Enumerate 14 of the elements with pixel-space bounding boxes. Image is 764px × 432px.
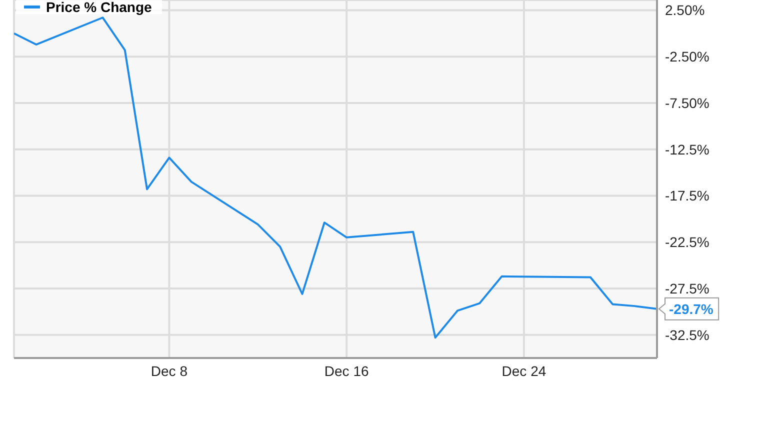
y-tick-label: -12.5% <box>665 141 710 158</box>
y-tick-label: -22.5% <box>665 234 710 250</box>
x-tick-label: Dec 16 <box>324 362 369 379</box>
y-tick-label: -27.5% <box>665 280 710 296</box>
y-tick-label: -2.50% <box>665 48 710 65</box>
legend-label: Price % Change <box>46 0 152 15</box>
line-series <box>14 16 657 339</box>
data-label: -29.7% <box>669 300 714 317</box>
x-tick-label: Dec 24 <box>502 362 546 379</box>
y-tick-label: 2.50% <box>665 2 705 18</box>
y-tick-label: -7.50% <box>665 94 710 111</box>
y-tick-label: -17.5% <box>665 188 710 204</box>
y-tick-label: -32.5% <box>665 326 710 343</box>
x-tick-label: Dec 8 <box>150 362 188 379</box>
